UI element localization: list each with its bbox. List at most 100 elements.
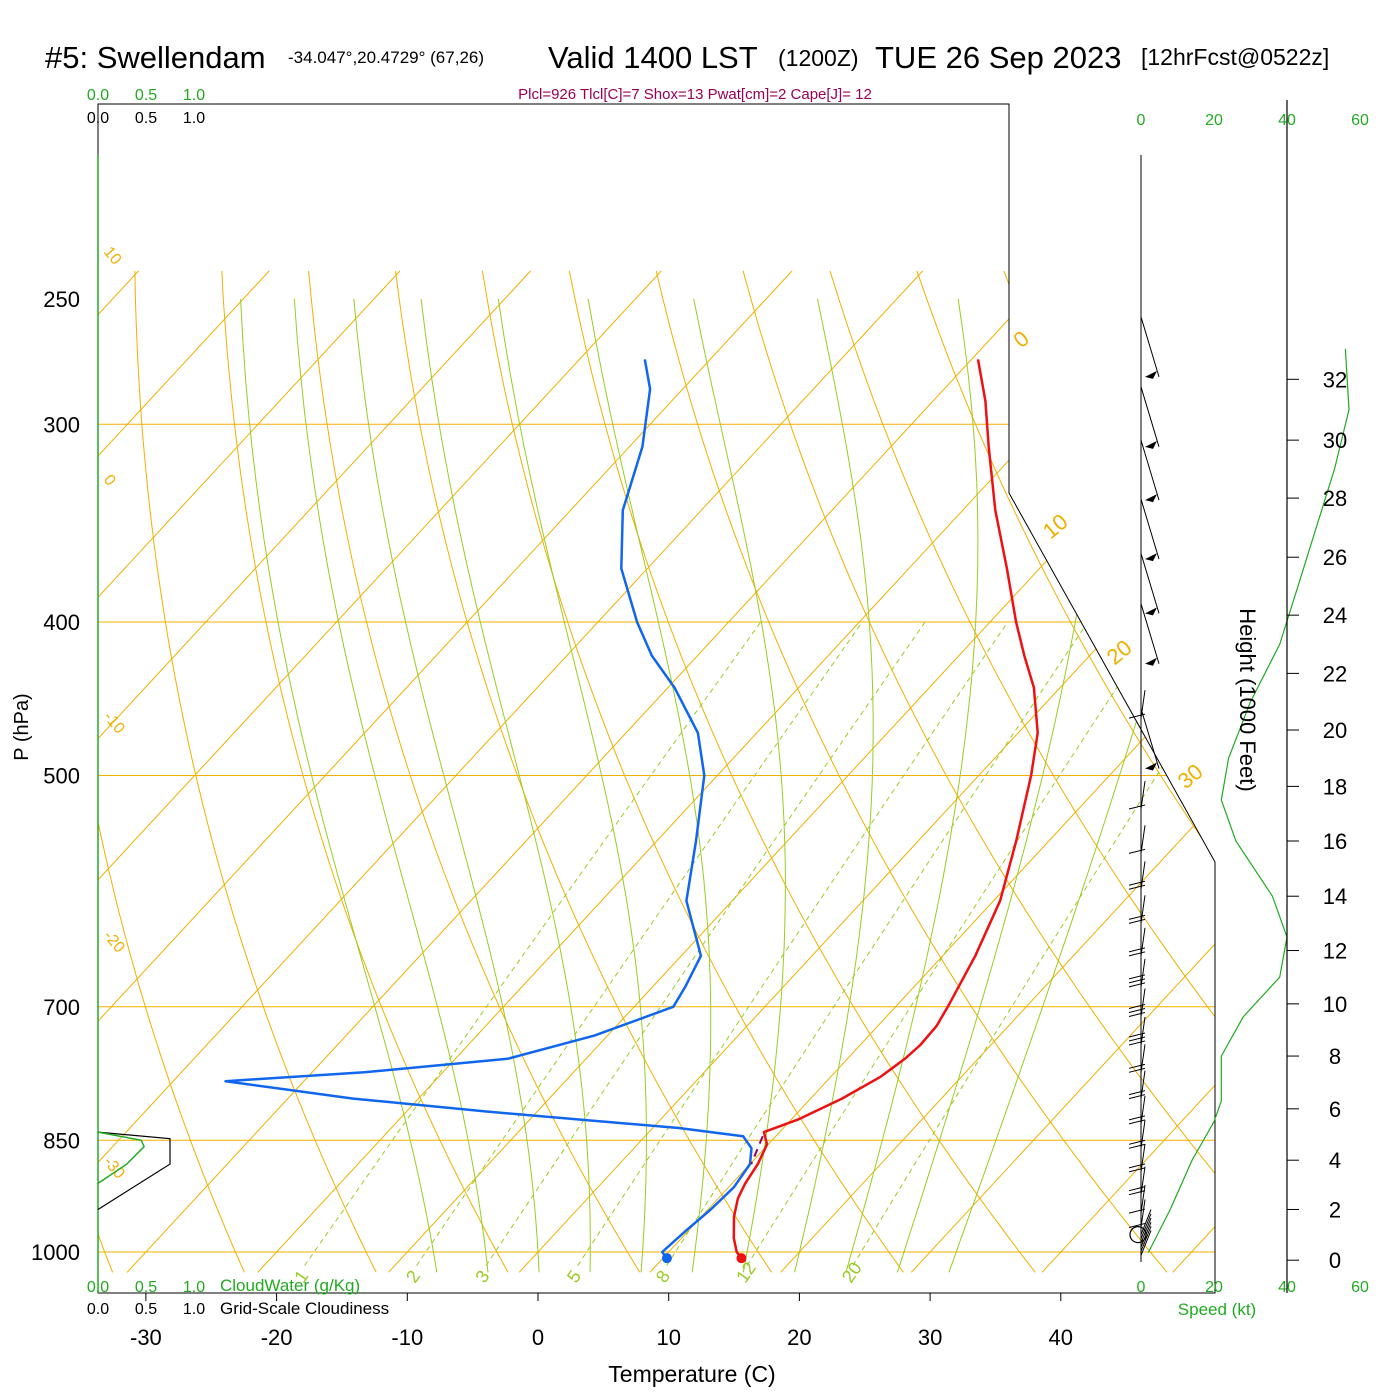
wind-speed-tick-bottom: 60 xyxy=(1351,1279,1369,1296)
cloud-panel xyxy=(97,1131,171,1211)
height-tick-label: 6 xyxy=(1329,1097,1341,1122)
wind-barb xyxy=(1128,958,1146,988)
parcel-line xyxy=(750,1135,764,1165)
wind-barb xyxy=(1140,553,1160,616)
cloudiness-tick-bottom: 0.5 xyxy=(135,1301,157,1318)
height-tick-label: 28 xyxy=(1323,486,1347,511)
wind-barb xyxy=(1140,386,1160,449)
x-tick-label: 10 xyxy=(656,1325,680,1350)
wind-barb xyxy=(1140,440,1160,503)
dry-adiabat xyxy=(568,270,1036,1273)
wind-speed-tick-top: 0 xyxy=(1137,112,1146,129)
axes: -30 -20 -10 0 10 20 30 402503004005007008501000… xyxy=(31,87,1369,1350)
isotherm-30 xyxy=(910,270,1215,1273)
wind-barb xyxy=(1128,927,1146,957)
wind-barb xyxy=(1128,1143,1146,1173)
isotherm-0 xyxy=(518,270,1215,1273)
x-tick-label: -20 xyxy=(261,1325,293,1350)
isotherm--40 xyxy=(98,270,924,1273)
mixing-ratio-line xyxy=(852,621,1215,1266)
x-tick-label: 40 xyxy=(1049,1325,1073,1350)
pressure-tick-label: 250 xyxy=(43,287,80,312)
dry-adiabat xyxy=(916,270,1215,1273)
surface-dewpoint-point xyxy=(661,1253,672,1264)
cloudwater-tick-top: 1.0 xyxy=(183,87,205,104)
wind-barb xyxy=(1128,780,1146,810)
dry-adiabat xyxy=(308,270,641,1273)
moist-adiabat xyxy=(293,298,489,1273)
x-tick-label: -10 xyxy=(391,1325,423,1350)
mixing-ratio-line xyxy=(666,621,1089,1266)
station-coords: -34.047°,20.4729° (67,26) xyxy=(288,48,484,67)
forecast-label: [12hrFcst@0522z] xyxy=(1141,44,1329,70)
surface-wind-barb xyxy=(1140,1221,1152,1248)
moist-adiabat xyxy=(497,298,647,1273)
wind-speed-tick-bottom: 0 xyxy=(1137,1279,1146,1296)
wind-speed-axis-title: Speed (kt) xyxy=(1178,1300,1256,1319)
cloudwater-tick-bottom: 1.0 xyxy=(183,1279,205,1296)
cloudiness-axis-title: Grid-Scale Cloudiness xyxy=(220,1299,389,1318)
stability-indices: Plcl=926 Tlcl[C]=7 Shox=13 Pwat[cm]=2 Ca… xyxy=(518,86,872,103)
cloudiness-tick-top: 0.5 xyxy=(135,110,157,127)
isotherm-20 xyxy=(780,270,1215,1273)
cloudiness-tick-top: 1.0 xyxy=(183,110,205,127)
wind-speed-tick-top: 40 xyxy=(1278,112,1296,129)
cloudwater-tick-bottom: 0.0 xyxy=(87,1279,109,1296)
sounding-profiles xyxy=(224,359,1039,1264)
isotherm-10 xyxy=(649,270,1215,1273)
isotherm--30 xyxy=(126,270,1054,1273)
zulu-time: (1200Z) xyxy=(778,45,859,71)
mixing-ratio-line xyxy=(577,621,1009,1266)
height-tick-label: 8 xyxy=(1329,1044,1341,1069)
height-tick-label: 32 xyxy=(1323,367,1347,392)
pressure-tick-label: 500 xyxy=(43,763,80,788)
temperature-line xyxy=(732,359,1039,1259)
dry-adiabat xyxy=(742,270,1215,1273)
wind-barb xyxy=(1128,1120,1146,1149)
station-title: #5: Swellendam xyxy=(45,40,266,75)
x-axis-title: Temperature (C) xyxy=(608,1361,775,1387)
plot-frame xyxy=(97,103,1216,1294)
height-tick-label: 26 xyxy=(1323,545,1347,570)
wind-speed-tick-top: 20 xyxy=(1205,112,1223,129)
dry-adiabat xyxy=(395,270,773,1273)
wind-barb xyxy=(1128,825,1146,854)
height-tick-label: 22 xyxy=(1323,661,1347,686)
pressure-tick-label: 300 xyxy=(43,412,80,437)
surface-wind-barb xyxy=(1140,1213,1152,1239)
cloudiness-tick-top: 0.0 xyxy=(87,110,109,127)
height-tick-label: 16 xyxy=(1323,829,1347,854)
cloudiness-tick-bottom: 0.0 xyxy=(87,1301,109,1318)
isotherm--50 xyxy=(98,270,793,1273)
wind-barb xyxy=(1128,690,1146,719)
surface-wind-barb xyxy=(1140,1217,1152,1244)
cloudiness-profile xyxy=(97,1131,171,1211)
cloudiness-tick-bottom: 1.0 xyxy=(183,1301,205,1318)
x-tick-label: -30 xyxy=(130,1325,162,1350)
x-tick-label: 0 xyxy=(532,1325,544,1350)
dewpoint-line xyxy=(224,359,753,1259)
moist-adiabat xyxy=(845,298,979,1273)
wind-barb xyxy=(1140,708,1160,771)
wind-barb xyxy=(1128,1044,1146,1073)
wind-barb xyxy=(1140,498,1160,562)
cloudwater-tick-top: 0.5 xyxy=(135,87,157,104)
height-tick-label: 10 xyxy=(1323,992,1347,1017)
valid-date: TUE 26 Sep 2023 xyxy=(875,40,1121,75)
height-tick-label: 20 xyxy=(1323,718,1347,743)
cloudwater-tick-bottom: 0.5 xyxy=(135,1279,157,1296)
wind-barb xyxy=(1128,1016,1146,1046)
pressure-tick-label: 400 xyxy=(43,610,80,635)
mixing-ratio-line xyxy=(485,621,926,1266)
surface-temperature-point xyxy=(736,1253,747,1264)
wind-barb xyxy=(1128,1185,1146,1214)
wind-barb xyxy=(1128,1166,1146,1196)
wind-barb xyxy=(1128,1070,1146,1100)
height-tick-label: 30 xyxy=(1323,428,1347,453)
height-axis-title: Height (1000 Feet) xyxy=(1235,608,1260,791)
isotherm--70 xyxy=(98,270,532,1273)
cloudwater-tick-top: 0.0 xyxy=(87,87,109,104)
x-tick-label: 30 xyxy=(918,1325,942,1350)
pressure-tick-label: 700 xyxy=(43,995,80,1020)
